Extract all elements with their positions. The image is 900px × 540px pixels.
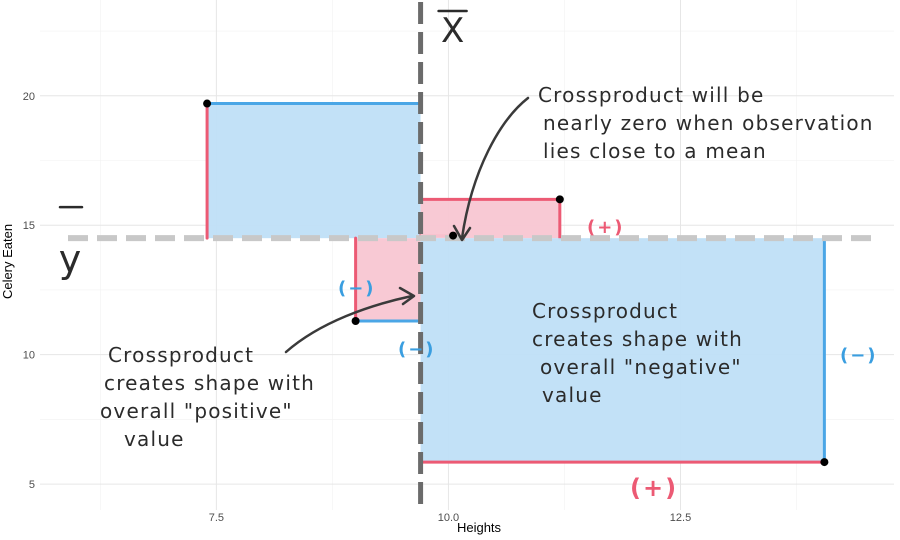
arrow-near-zero-head [452, 224, 472, 242]
crossproduct-rect-4 [420, 238, 825, 463]
crossproduct-rect-0 [207, 103, 421, 239]
x-tick-label: 10.0 [438, 512, 459, 524]
x-tick-label: 7.5 [209, 512, 224, 524]
data-point-0 [203, 99, 212, 108]
y-axis-title: Celery Eaten [0, 224, 15, 299]
sign-labels: (+) (−) (−) (−) (+) [338, 217, 878, 502]
sign-plus-top-right: (+) [587, 217, 625, 238]
data-point-4 [820, 458, 829, 467]
x-axis-title: Heights [457, 520, 502, 535]
y-tick-label: 20 [23, 91, 35, 103]
annotation-positive: Crossproduct creates shape with overall … [100, 343, 315, 451]
annotation-negative-line-2: creates shape with [532, 327, 743, 351]
annotation-near-zero-line-1: Crossproduct will be [538, 83, 765, 107]
annotation-near-zero-line-2: nearly zero when observation [543, 111, 874, 135]
mean-y-label: y [58, 205, 84, 281]
data-point-2 [449, 231, 458, 240]
mean-x-letter: X [441, 11, 464, 51]
annotation-positive-line-1: Crossproduct [108, 343, 254, 367]
arrow-positive-head [398, 286, 416, 306]
x-tick-label: 12.5 [670, 512, 691, 524]
arrow-positive [284, 294, 414, 354]
annotation-positive-line-3: overall "positive" [100, 399, 293, 423]
annotation-positive-line-2: creates shape with [104, 371, 315, 395]
data-points [203, 99, 829, 467]
annotation-positive-line-4: value [124, 427, 185, 451]
mean-lines [68, 2, 876, 510]
crossproduct-rectangles [205, 102, 826, 464]
data-point-3 [555, 195, 564, 204]
y-tick-label: 10 [23, 350, 35, 362]
sign-minus-left: (−) [338, 278, 376, 299]
y-tick-label: 5 [29, 479, 35, 491]
data-point-1 [351, 317, 360, 326]
mean-x-label: X [437, 9, 468, 51]
mean-y-letter: y [59, 237, 82, 281]
sign-plus-bottom: (+) [630, 474, 678, 502]
arrow-near-zero [460, 96, 530, 240]
crossproduct-rect-3 [420, 199, 560, 239]
annotation-negative: Crossproduct creates shape with overall … [532, 299, 743, 407]
annotation-arrows [284, 96, 530, 354]
annotation-near-zero-line-3: lies close to a mean [543, 139, 767, 163]
sign-minus-bottom-left: (−) [398, 339, 436, 360]
sign-minus-right: (−) [840, 345, 878, 366]
annotation-near-zero: Crossproduct will be nearly zero when ob… [538, 83, 874, 163]
annotation-negative-line-4: value [542, 383, 603, 407]
annotation-negative-line-1: Crossproduct [532, 299, 678, 323]
y-tick-label: 15 [23, 220, 35, 232]
annotation-negative-line-3: overall "negative" [540, 355, 742, 379]
